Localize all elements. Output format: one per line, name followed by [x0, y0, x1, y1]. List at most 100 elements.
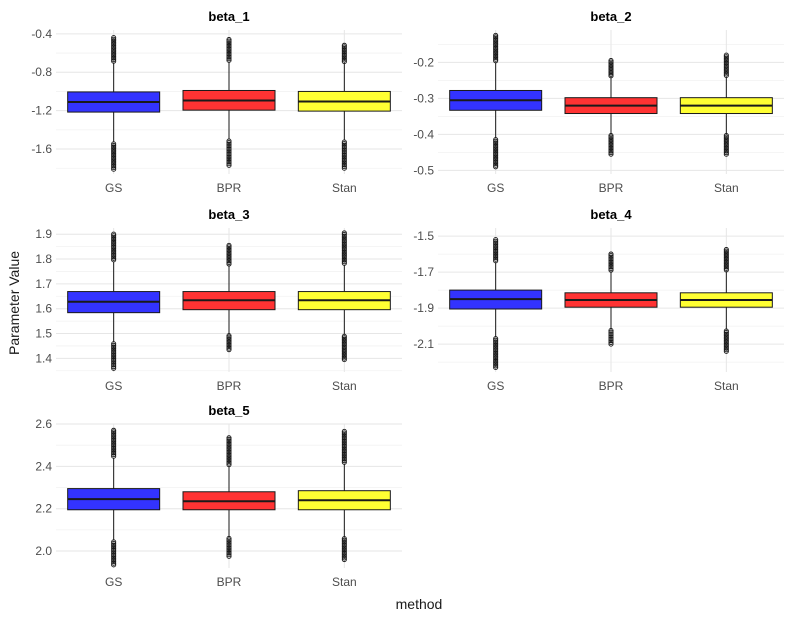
outlier-point: [226, 252, 232, 258]
outlier-point: [226, 547, 232, 553]
outlier-point: [341, 246, 347, 252]
outlier-point: [341, 548, 347, 555]
outlier-point: [723, 342, 729, 348]
outlier-point: [111, 154, 117, 160]
outlier-point: [226, 455, 232, 461]
outlier-point: [226, 151, 232, 157]
outlier-point: [723, 71, 729, 77]
outlier-point: [723, 347, 729, 353]
outlier-point: [226, 552, 232, 558]
outlier-point: [111, 437, 117, 443]
outlier-point: [226, 146, 232, 152]
y-tick-label: 1.8: [35, 252, 52, 266]
outlier-point: [341, 149, 347, 155]
outlier-point: [341, 255, 347, 262]
outlier-point: [341, 239, 347, 246]
outlier-point: [111, 442, 117, 448]
outlier-point: [493, 154, 499, 160]
outlier-point: [723, 58, 729, 64]
outlier-point: [341, 353, 347, 360]
outlier-point: [111, 347, 117, 353]
facet-panel-beta-1: beta_1 -0.4 -0.8 -1.2 -1.6 GS BPR Stan: [31, 9, 402, 195]
outlier-point: [111, 52, 117, 58]
outlier-point: [111, 57, 117, 63]
outlier-point: [226, 255, 232, 261]
outlier-point: [111, 349, 117, 355]
outlier-point: [226, 249, 232, 255]
outlier-point: [341, 448, 347, 454]
outlier-point: [341, 453, 347, 459]
outlier-point: [493, 356, 499, 363]
outlier-point: [226, 159, 232, 165]
outlier-point: [111, 429, 117, 435]
outlier-point: [341, 352, 347, 358]
outlier-point: [226, 460, 232, 466]
outlier-point: [226, 458, 232, 465]
outlier-point: [111, 346, 117, 352]
outlier-point: [608, 264, 614, 270]
y-tick-label: -1.6: [31, 142, 52, 156]
outlier-point: [493, 353, 499, 359]
outlier-point: [341, 52, 347, 58]
outlier-point: [341, 339, 347, 346]
outlier-point: [608, 331, 614, 337]
outlier-point: [493, 340, 499, 347]
outlier-point: [226, 539, 232, 545]
outlier-point: [111, 559, 117, 565]
outlier-point: [341, 346, 347, 352]
outlier-point: [608, 251, 614, 257]
outlier-point: [226, 245, 232, 252]
outlier-point: [111, 236, 117, 242]
outlier-point: [111, 55, 117, 61]
outlier-point: [111, 160, 117, 166]
outlier-point: [341, 435, 347, 441]
outlier-point: [226, 48, 232, 54]
outlier-point: [111, 146, 117, 152]
y-tick-label: -1.2: [31, 104, 52, 118]
panel-title: beta_3: [208, 207, 249, 222]
outlier-point: [723, 137, 729, 143]
outlier-point: [493, 348, 499, 355]
outlier-point: [341, 241, 347, 247]
outlier-point: [226, 37, 232, 43]
outlier-point: [723, 143, 729, 149]
outlier-point: [493, 56, 499, 62]
outlier-point: [111, 344, 117, 350]
outlier-point: [226, 41, 232, 47]
outlier-point: [493, 48, 499, 54]
outlier-point: [493, 32, 499, 38]
box-gs: [67, 231, 161, 371]
outlier-point: [493, 344, 499, 350]
outlier-point: [493, 55, 499, 61]
outlier-point: [493, 51, 499, 57]
outlier-point: [226, 153, 232, 159]
outlier-point: [493, 243, 499, 249]
outlier-point: [493, 363, 499, 369]
outlier-point: [226, 140, 232, 146]
x-tick-label: Stan: [332, 575, 357, 589]
outlier-point: [341, 542, 347, 548]
outlier-point: [111, 147, 117, 153]
outlier-point: [226, 441, 232, 447]
outlier-point: [341, 159, 347, 165]
outlier-point: [493, 251, 499, 257]
outlier-point: [111, 450, 117, 456]
outlier-point: [226, 54, 232, 60]
outlier-point: [111, 234, 117, 240]
outlier-point: [341, 428, 347, 434]
x-tick-label: BPR: [217, 379, 242, 393]
y-tick-label: -0.3: [413, 91, 434, 105]
outlier-point: [723, 139, 729, 145]
x-tick-label: BPR: [599, 379, 624, 393]
outlier-point: [111, 555, 117, 561]
outlier-point: [341, 244, 347, 250]
outlier-point: [608, 148, 614, 154]
box-bpr: [564, 58, 658, 157]
outlier-point: [608, 262, 614, 268]
outlier-point: [493, 36, 499, 42]
outlier-point: [341, 539, 347, 545]
outlier-point: [493, 43, 499, 50]
outlier-point: [111, 549, 117, 555]
outlier-point: [226, 49, 232, 55]
outlier-point: [341, 152, 347, 158]
